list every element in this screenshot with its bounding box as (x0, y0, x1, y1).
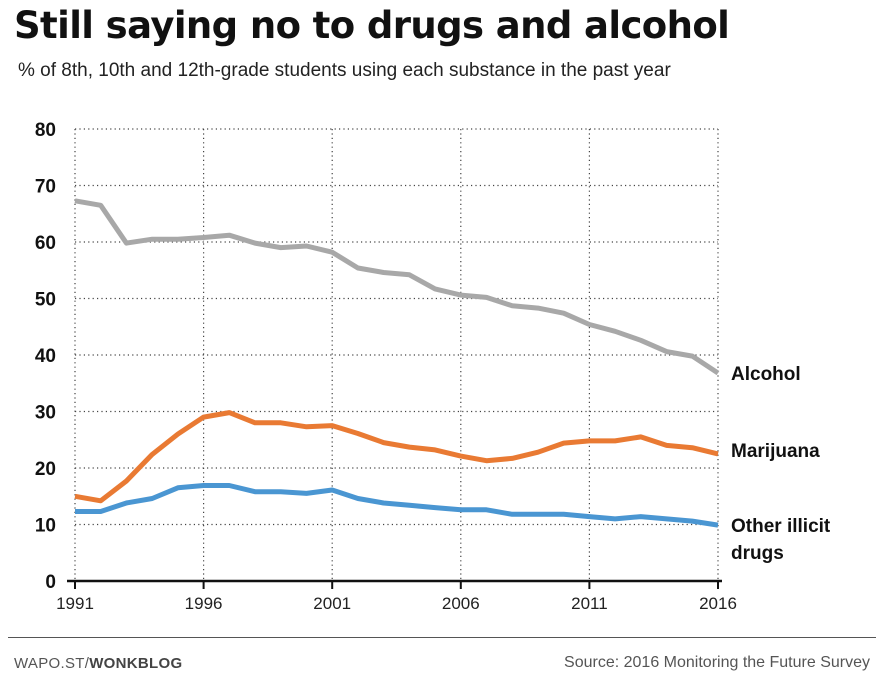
x-tick-label-2011: 2011 (571, 594, 608, 613)
grid-lines (67, 128, 722, 583)
x-tick-label-2006: 2006 (442, 594, 480, 613)
chart-title: Still saying no to drugs and alcohol (14, 4, 730, 47)
footer-brand-prefix: WAPO.ST/ (14, 655, 90, 672)
y-tick-label-50: 50 (35, 290, 56, 311)
x-tick-label-1991: 1991 (56, 594, 94, 613)
y-tick-label-20: 20 (35, 459, 56, 480)
footer-brand-name: WONKBLOG (89, 655, 183, 672)
y-tick-label-10: 10 (35, 516, 56, 537)
label-other-illicit-line2: drugs (731, 543, 784, 564)
label-alcohol: Alcohol (731, 364, 801, 385)
series-labels: Alcohol Marijuana Other illicit drugs (731, 364, 831, 564)
y-tick-label-60: 60 (35, 233, 56, 254)
series-line-alcohol (74, 198, 720, 376)
footer-source: Source: 2016 Monitoring the Future Surve… (564, 654, 870, 671)
series-lines (74, 198, 720, 528)
line-chart: 0 10 20 30 40 50 60 70 80 1991 1996 2001 2006 2011 20… (35, 120, 831, 613)
footer-divider (8, 637, 876, 638)
series-line-marijuana (74, 410, 719, 504)
x-tick-label-1996: 1996 (185, 594, 223, 613)
label-other-illicit-line1: Other illicit (731, 516, 831, 537)
y-tick-label-70: 70 (35, 177, 56, 198)
y-tick-label-0: 0 (45, 572, 56, 593)
y-tick-label-30: 30 (35, 403, 56, 424)
x-axis-ticks: 1991 1996 2001 2006 2011 2016 (56, 581, 737, 613)
footer-brand: WAPO.ST/WONKBLOG (14, 655, 182, 672)
x-tick-label-2016: 2016 (699, 594, 737, 613)
label-marijuana: Marijuana (731, 441, 820, 462)
chart-subtitle: % of 8th, 10th and 12th-grade students u… (18, 60, 671, 81)
x-tick-label-2001: 2001 (313, 594, 351, 613)
y-tick-label-80: 80 (35, 120, 56, 141)
series-line-other-illicit-drugs (75, 483, 719, 528)
y-tick-label-40: 40 (35, 346, 56, 367)
y-axis-ticks: 0 10 20 30 40 50 60 70 80 (35, 120, 56, 593)
